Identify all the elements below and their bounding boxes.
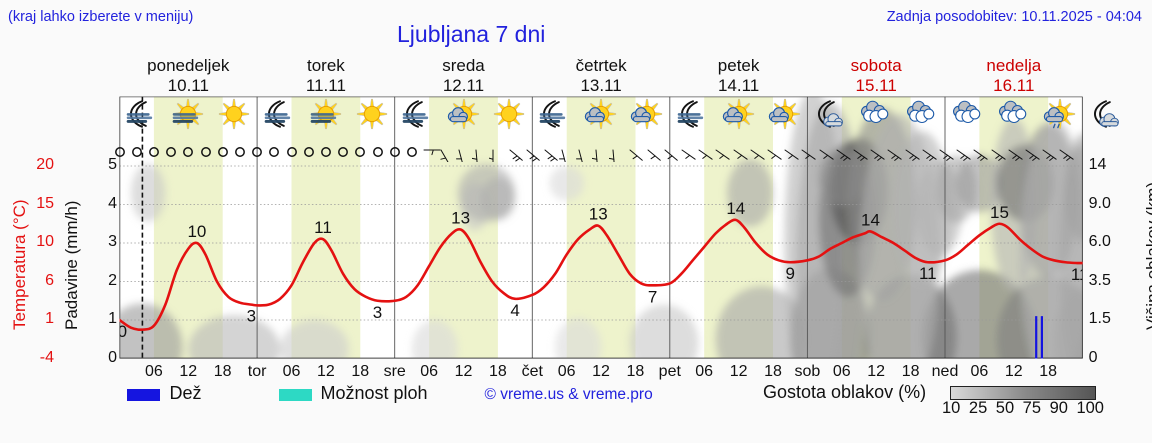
svg-text:3: 3	[247, 307, 256, 326]
svg-text:0: 0	[118, 322, 127, 341]
svg-text:14: 14	[726, 199, 745, 218]
svg-text:10: 10	[187, 222, 206, 241]
svg-text:15: 15	[990, 203, 1009, 222]
svg-text:11: 11	[314, 218, 332, 237]
svg-text:7: 7	[648, 287, 657, 306]
svg-text:11: 11	[1071, 265, 1089, 284]
svg-text:9: 9	[785, 264, 794, 283]
svg-text:3: 3	[373, 303, 382, 322]
svg-text:14: 14	[861, 211, 880, 230]
svg-text:13: 13	[451, 209, 470, 228]
svg-text:11: 11	[919, 264, 937, 283]
svg-text:4: 4	[510, 301, 519, 320]
svg-text:13: 13	[589, 205, 608, 224]
